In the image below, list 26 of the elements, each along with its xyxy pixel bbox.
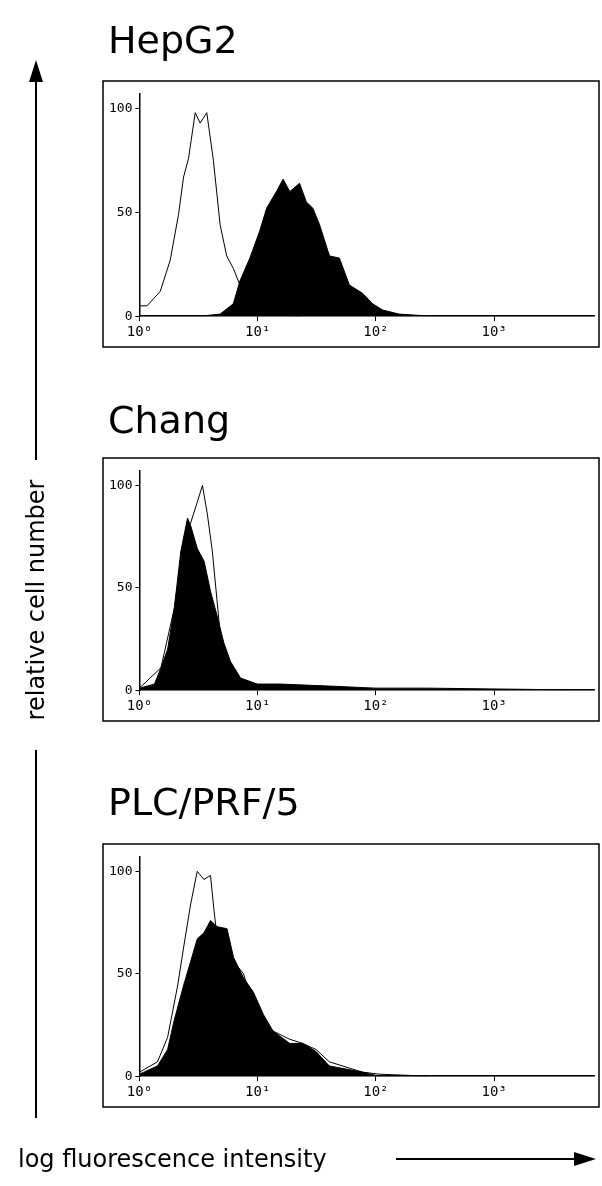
x-tick-label: 10² xyxy=(363,1083,389,1100)
y-tick-label: 100 xyxy=(109,476,133,492)
chart-title: PLC/PRF/5 xyxy=(108,780,300,824)
x-tick-label: 10² xyxy=(363,697,389,714)
y-tick-label: 0 xyxy=(124,307,133,323)
chart-title: Chang xyxy=(108,398,231,442)
y-tick-label: 100 xyxy=(109,862,133,878)
x-tick-label: 10² xyxy=(363,323,389,340)
x-axis-title: log fluorescence intensity xyxy=(18,1145,327,1173)
x-tick-label: 10¹ xyxy=(245,1083,271,1100)
x-tick-label: 10⁰ xyxy=(126,697,153,714)
x-tick-label: 10¹ xyxy=(245,697,271,714)
x-tick-label: 10¹ xyxy=(245,323,271,340)
y-tick-label: 100 xyxy=(109,99,133,115)
x-tick-label: 10⁰ xyxy=(126,323,153,340)
y-tick-label: 50 xyxy=(116,203,133,219)
x-tick-label: 10³ xyxy=(481,1083,507,1100)
x-tick-label: 10³ xyxy=(481,697,507,714)
y-tick-label: 0 xyxy=(124,681,133,697)
y-axis-title: relative cell number xyxy=(22,479,50,721)
x-tick-label: 10³ xyxy=(481,323,507,340)
chart-title: HepG2 xyxy=(108,18,238,62)
y-tick-label: 50 xyxy=(116,579,133,595)
x-tick-label: 10⁰ xyxy=(126,1083,153,1100)
y-tick-label: 50 xyxy=(116,965,133,981)
y-tick-label: 0 xyxy=(124,1067,133,1083)
